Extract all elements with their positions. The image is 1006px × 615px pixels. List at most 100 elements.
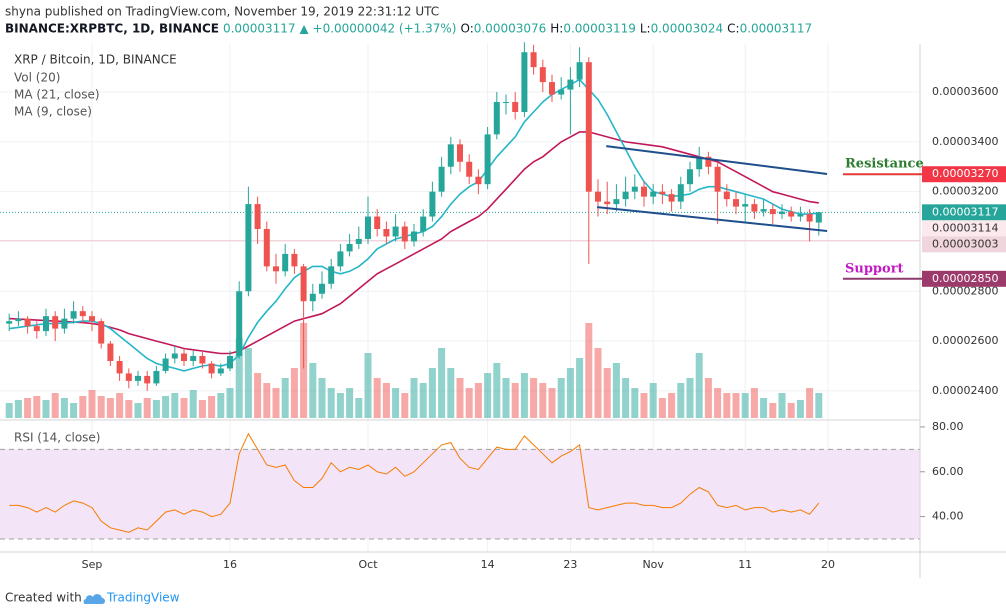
candle-body bbox=[98, 321, 105, 344]
candle-body bbox=[52, 316, 59, 329]
volume-bar bbox=[51, 393, 59, 418]
volume-bar bbox=[815, 393, 823, 418]
ohlc-label: C: bbox=[727, 22, 739, 36]
candle-body bbox=[107, 343, 114, 361]
volume-bar bbox=[760, 398, 768, 418]
volume-bar bbox=[603, 368, 611, 418]
trendline bbox=[606, 145, 828, 175]
volume-bar bbox=[24, 398, 32, 418]
volume-bar bbox=[741, 393, 749, 418]
volume-bar bbox=[548, 388, 556, 418]
volume-bar bbox=[640, 393, 648, 418]
volume-bar bbox=[134, 403, 142, 418]
volume-bar bbox=[88, 390, 96, 418]
volume-bar bbox=[465, 388, 473, 418]
volume-bar bbox=[419, 383, 427, 418]
ohlc-value: 0.00003024 bbox=[651, 22, 724, 36]
volume-bar bbox=[180, 398, 188, 418]
candle-body bbox=[438, 166, 445, 192]
volume-bar bbox=[456, 378, 464, 418]
volume-bar bbox=[290, 368, 298, 418]
volume-bar bbox=[677, 383, 685, 418]
candle-body bbox=[401, 226, 408, 242]
candle-body bbox=[392, 226, 399, 237]
candle-body bbox=[144, 375, 151, 384]
price-badge-label: 0.00002850 bbox=[932, 272, 998, 285]
candle-body bbox=[273, 266, 279, 272]
candle-body bbox=[227, 355, 233, 369]
candle-body bbox=[457, 144, 463, 162]
y-tick-label: 0.00003600 bbox=[932, 85, 998, 98]
x-tick-label: Sep bbox=[82, 558, 103, 571]
x-tick-label: 20 bbox=[821, 558, 835, 571]
volume-bar bbox=[60, 398, 68, 418]
volume-bar bbox=[143, 398, 151, 418]
price-badge-label: 0.00003117 bbox=[932, 205, 998, 218]
ohlc-value: 0.00003119 bbox=[563, 22, 636, 36]
candle-body bbox=[677, 184, 684, 202]
candle-body bbox=[549, 82, 555, 95]
volume-bar bbox=[33, 396, 41, 418]
volume-bar bbox=[566, 368, 574, 418]
candle-body bbox=[79, 311, 86, 317]
volume-bar bbox=[235, 338, 243, 418]
candle-body bbox=[466, 161, 473, 177]
candle-body bbox=[484, 134, 491, 185]
legend-ma9: MA (9, close) bbox=[14, 105, 92, 119]
level-label: Resistance bbox=[845, 157, 924, 172]
volume-bar bbox=[447, 368, 455, 418]
y-tick-label: 0.00002400 bbox=[932, 384, 998, 397]
volume-bar bbox=[364, 353, 372, 418]
candle-body bbox=[6, 321, 13, 324]
volume-bar bbox=[778, 393, 786, 418]
candle-body bbox=[300, 266, 307, 302]
ohlc-label: O: bbox=[460, 22, 473, 36]
candle-body bbox=[815, 212, 822, 223]
volume-bar bbox=[208, 396, 216, 418]
x-tick-label: 16 bbox=[223, 558, 237, 571]
candle-body bbox=[411, 231, 417, 242]
candle-body bbox=[355, 238, 362, 244]
chart-title: XRP / Bitcoin, 1D, BINANCE bbox=[14, 53, 177, 67]
volume-bar bbox=[474, 383, 482, 418]
candle-body bbox=[263, 229, 270, 267]
level-label: Support bbox=[845, 261, 904, 276]
price-change: +0.00000042 (+1.37%) bbox=[313, 22, 457, 36]
x-tick-label: 23 bbox=[563, 558, 577, 571]
candle-body bbox=[604, 201, 611, 205]
legend-volume: Vol (20) bbox=[14, 71, 60, 85]
candle-body bbox=[696, 156, 703, 170]
candle-body bbox=[447, 144, 454, 167]
ohlc-label: H: bbox=[550, 22, 563, 36]
candle-body bbox=[512, 102, 519, 112]
volume-bar bbox=[217, 393, 225, 418]
legend-ma21: MA (21, close) bbox=[14, 88, 100, 102]
volume-bar bbox=[787, 403, 795, 418]
volume-bar bbox=[732, 393, 740, 418]
rsi-band-fill bbox=[0, 449, 920, 540]
volume-bar bbox=[557, 378, 565, 418]
rsi-line bbox=[9, 432, 820, 533]
candle-body bbox=[714, 166, 721, 192]
publisher: shyna published on TradingView.com, Nove… bbox=[5, 5, 439, 19]
price-badge bbox=[922, 166, 1006, 183]
candle-body bbox=[687, 169, 693, 185]
volume-bar bbox=[373, 378, 381, 418]
price-badge-label: 0.00003114 bbox=[932, 221, 998, 234]
volume-bar bbox=[281, 378, 289, 418]
volume-bar bbox=[658, 398, 666, 418]
candle-body bbox=[733, 199, 739, 207]
volume-bar bbox=[254, 373, 262, 418]
price-badge bbox=[922, 220, 1006, 237]
ohlc-label: L: bbox=[640, 22, 651, 36]
volume-bar bbox=[612, 363, 620, 418]
x-tick-label: 11 bbox=[738, 558, 752, 571]
candle-body bbox=[723, 191, 730, 200]
candle-body bbox=[539, 67, 546, 83]
candle-body bbox=[291, 253, 298, 267]
volume-bar bbox=[226, 388, 234, 418]
rsi-tick-label: 80.00 bbox=[932, 420, 964, 433]
candle-body bbox=[493, 102, 500, 135]
volume-bar bbox=[263, 383, 271, 418]
volume-bar bbox=[189, 390, 197, 418]
